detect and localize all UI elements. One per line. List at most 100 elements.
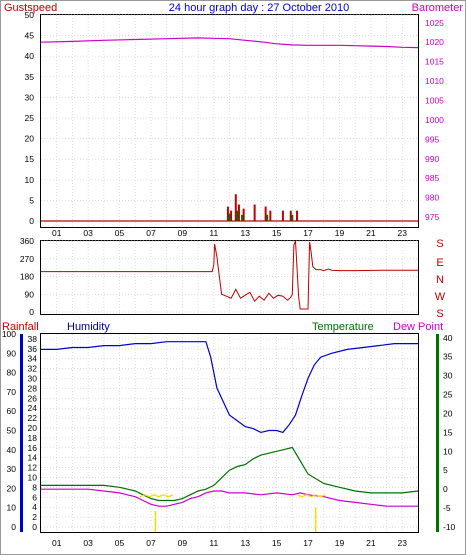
barometer-line [40,37,419,49]
humidity-axis-bar [20,334,23,532]
gust-tick-label: 45 [25,31,35,41]
dir-letter-e: E [436,257,443,269]
temp-tick-label: 20 [443,408,453,418]
gust-tick-label: 30 [25,92,35,102]
gust-bar [253,204,256,221]
rain-tick-label: 30 [28,374,38,384]
rain-tick-label: 12 [28,463,38,473]
humidity-line [41,341,418,434]
x-tick-label: 17 [303,228,313,238]
x-tick-label: 11 [209,538,218,548]
x-tick-label: 01 [52,228,62,238]
gust-bar [264,206,267,221]
x-tick-label: 09 [178,538,188,548]
x-tick-label: 09 [178,228,188,238]
baro-tick-label: 975 [425,212,439,222]
temp-tick-label: 0 [443,484,448,494]
humidity-tick-label: 0 [11,522,16,532]
dir-letter-s-top: S [436,238,443,250]
wind-bar [228,213,231,221]
humidity-tick-label: 90 [7,348,17,358]
x-tick-label: 15 [272,228,282,238]
baro-tick-label: 1025 [425,18,444,28]
gust-tick-label: 50 [25,10,35,20]
rain-tick-label: 14 [28,453,38,463]
temp-tick-label: 35 [443,352,453,362]
rain-tick-label: 6 [32,492,37,502]
gust-bar [269,210,272,221]
baro-tick-label: 980 [425,193,439,203]
temp-tick-label: 30 [443,371,453,381]
x-tick-label: 13 [240,538,250,548]
humidity-tick-label: 40 [7,445,17,455]
gust-bar [237,204,240,221]
gust-bar [230,210,233,221]
dir-tick-label: 360 [20,236,34,246]
gust-tick-label: 5 [29,195,34,205]
wind-bar [266,214,269,221]
rain-tick-label: 38 [28,334,38,344]
gust-bar [234,194,237,221]
x-tick-label: 11 [209,228,218,238]
dir-tick-label: 270 [20,254,34,264]
rain-tick-label: 24 [28,403,38,413]
dir-letter-s-bottom: S [436,308,443,320]
rain-tick-label: 36 [28,344,38,354]
baro-tick-label: 1020 [425,37,444,47]
temp-tick-label: 5 [443,465,448,475]
barometer-label: Barometer [412,2,464,14]
x-tick-label: 05 [115,228,125,238]
gustspeed-label: Gustspeed [4,2,57,14]
rain-tick-label: 26 [28,393,38,403]
humidity-tick-label: 60 [7,406,17,416]
gust-tick-label: 35 [25,72,35,82]
baro-tick-label: 985 [425,173,439,183]
gust-tick-label: 20 [25,134,35,144]
rainfall-bar [314,507,317,532]
wind-bar [241,214,244,221]
wind-direction-line [41,240,418,310]
gust-tick-label: 25 [25,113,35,123]
baro-tick-label: 995 [425,134,439,144]
x-tick-label: 05 [115,538,125,548]
x-tick-label: 07 [146,228,156,238]
rain-tick-label: 34 [28,354,38,364]
rain-tick-label: 28 [28,383,38,393]
wind-bar [291,214,294,221]
gust-bar [242,208,245,221]
x-tick-label: 19 [335,538,345,548]
humidity-tick-label: 30 [7,464,17,474]
humidity-tick-label: 50 [7,426,17,436]
baro-tick-label: 1005 [425,96,444,106]
gust-tick-label: 0 [29,216,34,226]
gust-bar [281,210,284,221]
temperature-label: Temperature [312,321,374,333]
temp-tick-label: 40 [443,333,453,343]
rain-tick-label: 8 [32,482,37,492]
graph-title: 24 hour graph day : 27 October 2010 [169,2,349,14]
humidity-tick-label: 20 [7,483,17,493]
x-tick-label: 21 [366,538,376,548]
rain-tick-label: 2 [32,512,37,522]
x-tick-label: 23 [398,538,408,548]
rain-tick-label: 10 [28,473,38,483]
baro-tick-label: 1015 [425,57,444,67]
rain-tick-label: 16 [28,443,38,453]
rain-tick-label: 22 [28,413,38,423]
rain-tick-label: 20 [28,423,38,433]
rain-tick-label: 18 [28,433,38,443]
temp-tick-label: 25 [443,390,453,400]
x-tick-label: 21 [366,228,376,238]
x-tick-label: 19 [335,228,345,238]
dir-tick-label: 0 [29,307,34,317]
rain-tick-label: 4 [32,502,37,512]
x-tick-label: 13 [240,228,250,238]
temp-tick-label: -10 [443,522,456,532]
rainfall-bar [154,511,157,532]
temp-tick-label: 10 [443,446,453,456]
wind-bar [236,210,239,221]
gust-bar [289,210,292,221]
dir-tick-label: 180 [20,272,34,282]
x-tick-label: 17 [303,538,313,548]
